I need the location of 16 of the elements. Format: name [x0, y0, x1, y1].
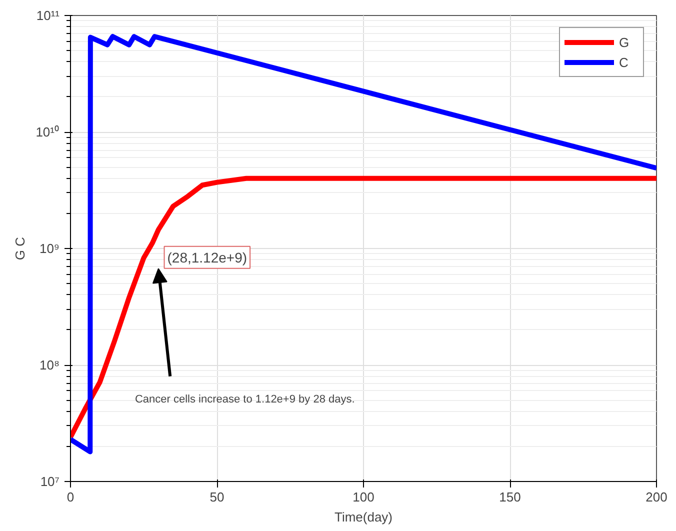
y-tick-label: 10¹¹: [36, 8, 60, 23]
y-tick-label: 10⁷: [40, 474, 60, 489]
annotation: Cancer cells increase to 1.12e+9 by 28 days.: [134, 393, 355, 406]
x-tick-label: 150: [499, 490, 521, 504]
x-tick-label: 100: [352, 490, 374, 504]
y-tick-label: 10⁹: [39, 241, 60, 256]
y-axis-title: G C: [12, 236, 28, 260]
legend-label: C: [619, 54, 630, 70]
legend-label: G: [619, 34, 630, 50]
annotation: (28,1.12e+9): [167, 249, 248, 266]
x-tick-label: 50: [210, 490, 224, 504]
x-axis-title: Time(day): [334, 510, 393, 524]
y-tick-label: 10⁸: [40, 358, 60, 372]
y-tick-label: 10¹⁰: [36, 124, 60, 140]
x-tick-label: 0: [66, 490, 74, 504]
x-tick-label: 200: [646, 490, 668, 504]
